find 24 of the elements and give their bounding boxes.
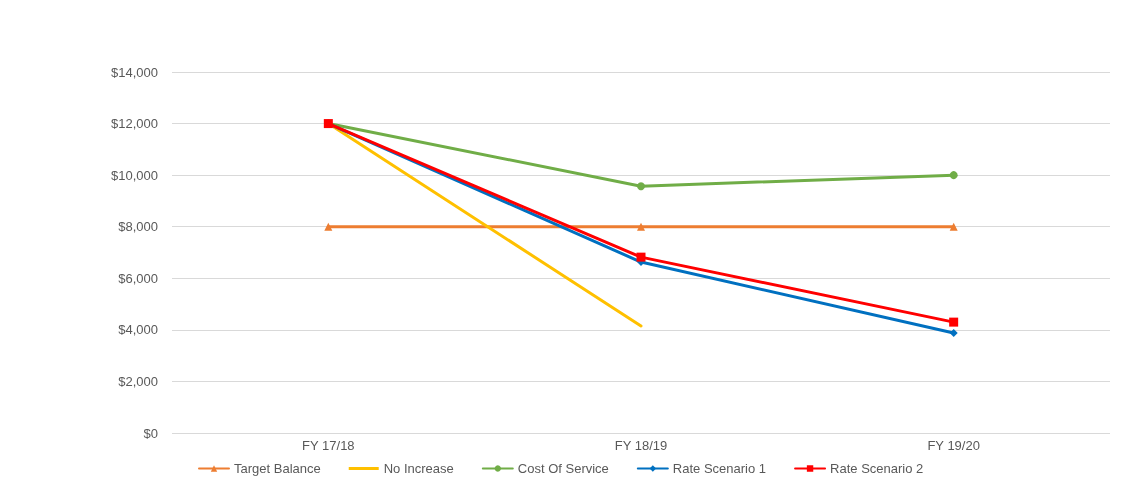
point bbox=[949, 171, 958, 180]
legend-label: No Increase bbox=[383, 461, 454, 476]
point bbox=[637, 182, 645, 191]
x-tick-label: FY 19/20 bbox=[927, 438, 980, 453]
y-tick-label: $2,000 bbox=[118, 373, 158, 389]
legend-label: Rate Scenario 2 bbox=[830, 461, 924, 476]
y-tick-label: $6,000 bbox=[118, 270, 158, 286]
point bbox=[949, 317, 959, 327]
point bbox=[949, 222, 958, 231]
point bbox=[949, 328, 958, 337]
y-tick-label: $10,000 bbox=[111, 167, 158, 183]
y-tick-label: $4,000 bbox=[118, 322, 158, 338]
point bbox=[324, 222, 333, 231]
point bbox=[636, 252, 646, 262]
y-tick-label: $12,000 bbox=[111, 116, 158, 132]
y-tick-label: $0 bbox=[143, 425, 158, 441]
legend-label: Target Balance bbox=[234, 461, 321, 476]
x-tick-label: FY 18/19 bbox=[614, 438, 668, 453]
y-tick-label: $8,000 bbox=[118, 219, 158, 235]
point bbox=[637, 222, 645, 231]
y-tick-label: $14,000 bbox=[111, 64, 158, 80]
legend-label: Cost Of Service bbox=[517, 461, 609, 476]
x-tick-label: FY 17/18 bbox=[302, 438, 355, 453]
legend-label: Rate Scenario 1 bbox=[672, 461, 767, 476]
